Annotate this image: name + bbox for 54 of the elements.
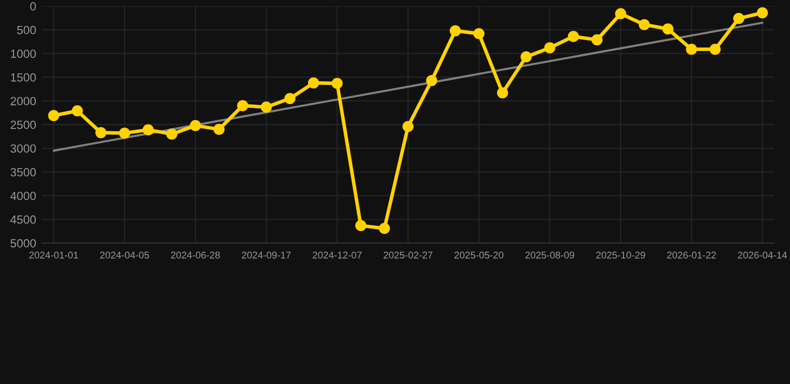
y-tick-label: 2500 (10, 120, 36, 129)
point (355, 220, 366, 232)
y-tick-label: 3000 (10, 144, 36, 153)
y-tick-label: 1000 (10, 50, 36, 58)
point (544, 42, 556, 54)
point (662, 23, 674, 34)
y-tick-label: 5000 (10, 239, 36, 248)
point (710, 44, 721, 55)
x-tick-label: 2025-05-20 (454, 252, 504, 259)
x-tick-label: 2026-04-14 (738, 252, 787, 259)
point (591, 34, 603, 46)
point (756, 7, 768, 18)
point (142, 124, 154, 136)
point (308, 77, 320, 88)
point (496, 87, 508, 98)
point (520, 51, 532, 62)
point (190, 120, 201, 132)
line-series (52, 22, 764, 152)
point (615, 8, 626, 20)
x-tick-label: 2024-12-07 (312, 252, 362, 259)
point (473, 28, 484, 40)
y-tick-label: 500 (17, 26, 36, 34)
point (260, 102, 272, 113)
point (166, 128, 178, 140)
y-tick-label: 2000 (10, 96, 36, 106)
y-tick-label: 4000 (10, 192, 36, 200)
y-tick-label: 3500 (10, 168, 36, 176)
point (118, 128, 130, 139)
x-tick-label: 2025-08-09 (525, 252, 574, 259)
point (733, 12, 744, 24)
y-tick-label: 0 (30, 2, 36, 11)
point (402, 120, 414, 132)
point (284, 92, 296, 104)
point (686, 44, 698, 55)
point (450, 25, 461, 36)
x-tick-label: 2024-01-01 (29, 252, 78, 259)
point (95, 127, 106, 138)
point (378, 222, 390, 234)
x-tick-label: 2024-09-17 (242, 252, 291, 259)
x-tick-label: 2025-10-29 (596, 252, 646, 259)
x-tick-label: 2025-02-27 (384, 252, 432, 259)
point (426, 74, 438, 86)
point (638, 19, 650, 30)
x-tick-label: 2026-01-22 (667, 252, 716, 259)
point (237, 100, 248, 112)
x-tick-label: 2024-06-28 (171, 252, 220, 259)
point (332, 78, 343, 89)
point (213, 124, 225, 135)
point (48, 110, 60, 122)
x-tick-label: 2024-04-05 (100, 252, 150, 259)
y-tick-label: 1500 (10, 73, 36, 82)
point (568, 30, 579, 42)
y-tick-label: 4500 (10, 215, 36, 224)
point (72, 105, 83, 116)
